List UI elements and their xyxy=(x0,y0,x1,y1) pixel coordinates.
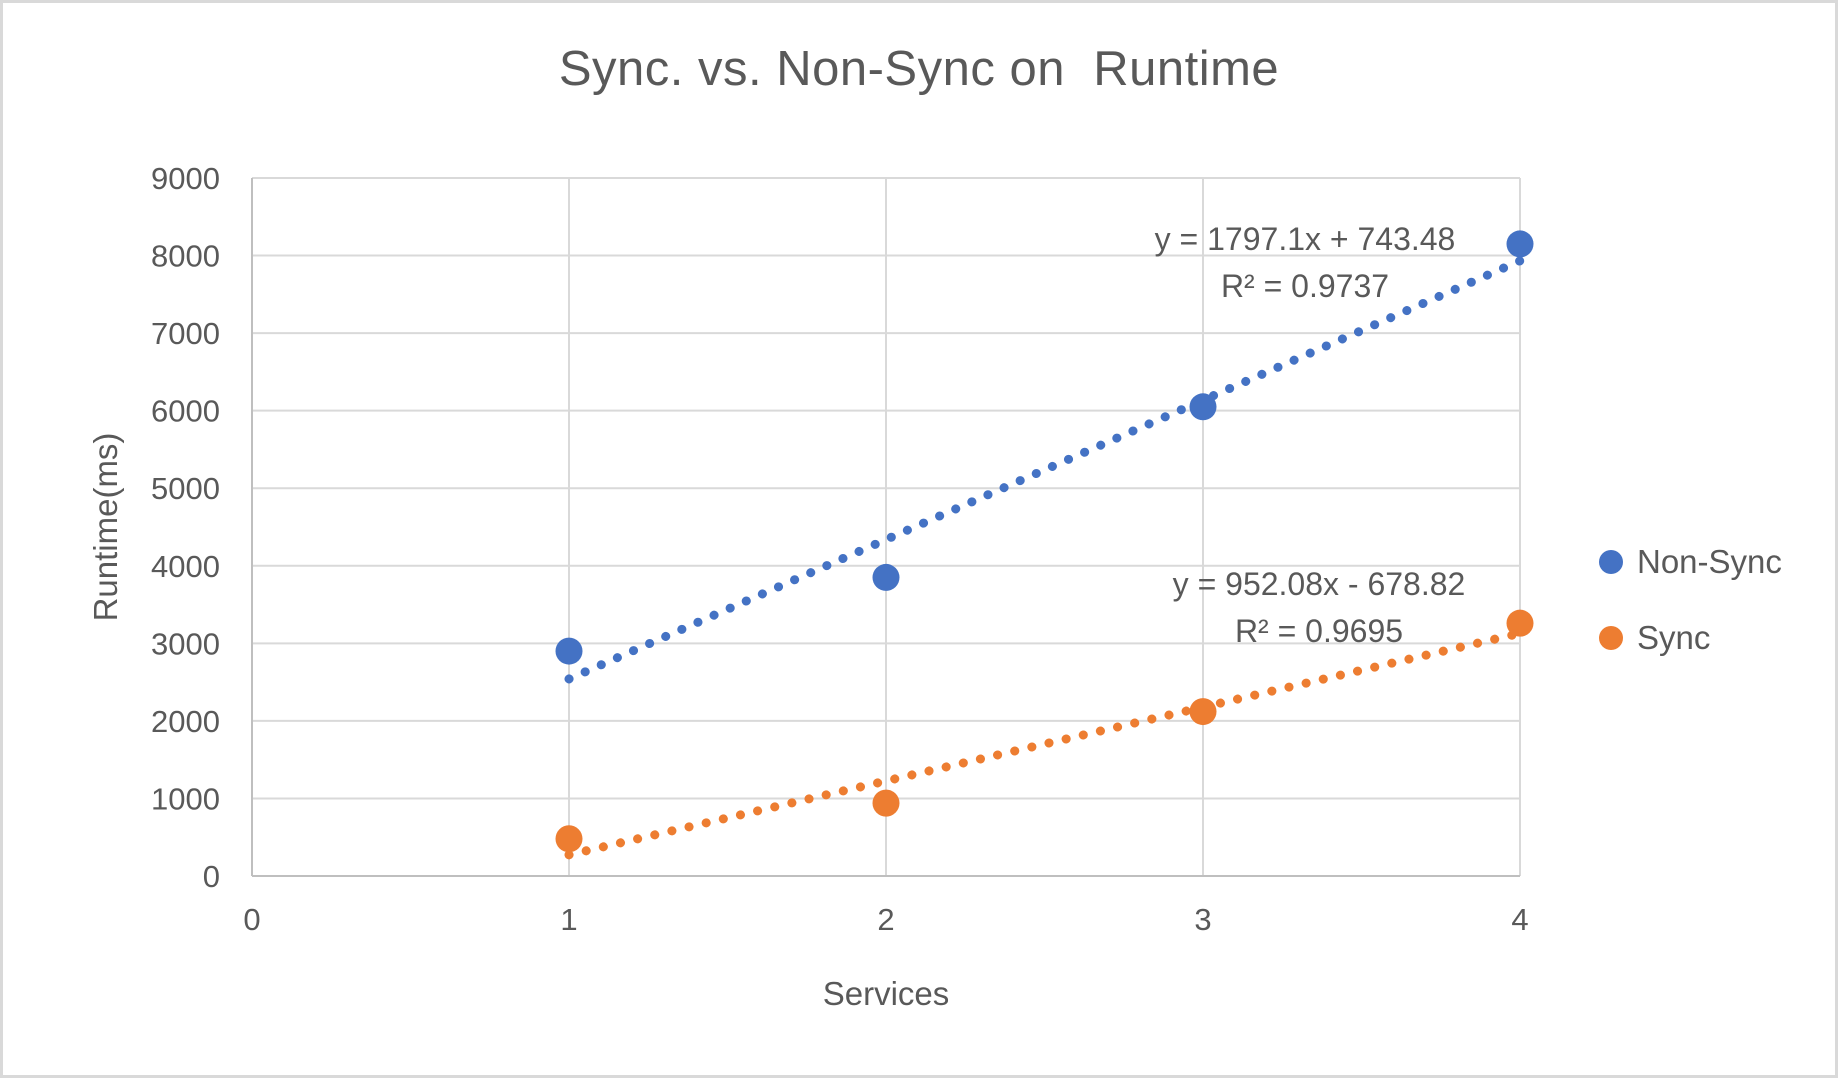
chart-title: Sync. vs. Non-Sync on Runtime xyxy=(558,42,1280,96)
legend-marker-non-sync-icon xyxy=(1599,550,1623,574)
marker-non-sync-2 xyxy=(872,563,900,591)
y-tick-label-1000: 1000 xyxy=(151,781,220,816)
trendline-r2-sync: R² = 0.9695 xyxy=(1234,613,1404,649)
legend-item-sync: Sync xyxy=(1599,617,1782,659)
y-tick-label-2000: 2000 xyxy=(151,704,220,739)
marker-sync-2 xyxy=(872,789,900,817)
trendline-non-sync xyxy=(564,256,1525,684)
legend-marker-sync-icon xyxy=(1599,626,1623,650)
plot-svg: 0 1000 2000 3000 4000 5000 6000 7000 8000 9000 0 1 2… xyxy=(151,161,1534,937)
marker-sync-1 xyxy=(555,825,583,853)
marker-sync-3 xyxy=(1189,698,1217,726)
x-tick-label-4: 4 xyxy=(1511,902,1528,937)
trendline-equation-non-sync: y = 1797.1x + 743.48 R² = 0.9737 xyxy=(1075,216,1535,310)
x-tick-label-1: 1 xyxy=(560,902,577,937)
x-tick-label-3: 3 xyxy=(1194,902,1211,937)
legend-label-sync: Sync xyxy=(1637,619,1711,656)
y-tick-label-6000: 6000 xyxy=(151,394,220,429)
trendline-r2-non-sync: R² = 0.9737 xyxy=(1220,268,1390,304)
y-tick-label-3000: 3000 xyxy=(151,626,220,661)
marker-sync-4 xyxy=(1506,609,1534,637)
y-tick-label-4000: 4000 xyxy=(151,549,220,584)
y-tick-label-9000: 9000 xyxy=(151,161,220,196)
y-tick-label-7000: 7000 xyxy=(151,316,220,351)
x-tick-label-0: 0 xyxy=(243,902,260,937)
marker-non-sync-3 xyxy=(1189,393,1217,421)
marker-non-sync-1 xyxy=(555,637,583,665)
trendline-sync xyxy=(564,628,1525,860)
x-axis-title: Services xyxy=(822,975,950,1012)
y-tick-label-5000: 5000 xyxy=(151,471,220,506)
y-axis-title: Runtime(ms) xyxy=(87,432,124,622)
trendline-equation-non-sync-line: y = 1797.1x + 743.48 xyxy=(1154,221,1456,257)
y-tick-label-0: 0 xyxy=(203,859,220,894)
legend: Non-Sync Sync xyxy=(1599,541,1782,659)
marker-non-sync-4 xyxy=(1506,230,1534,258)
legend-label-non-sync: Non-Sync xyxy=(1637,543,1782,580)
x-tick-label-2: 2 xyxy=(877,902,894,937)
trendline-equation-sync-line: y = 952.08x - 678.82 xyxy=(1172,566,1466,602)
trendline-equation-sync: y = 952.08x - 678.82 R² = 0.9695 xyxy=(1089,561,1549,655)
y-tick-label-8000: 8000 xyxy=(151,239,220,274)
legend-item-non-sync: Non-Sync xyxy=(1599,541,1782,583)
